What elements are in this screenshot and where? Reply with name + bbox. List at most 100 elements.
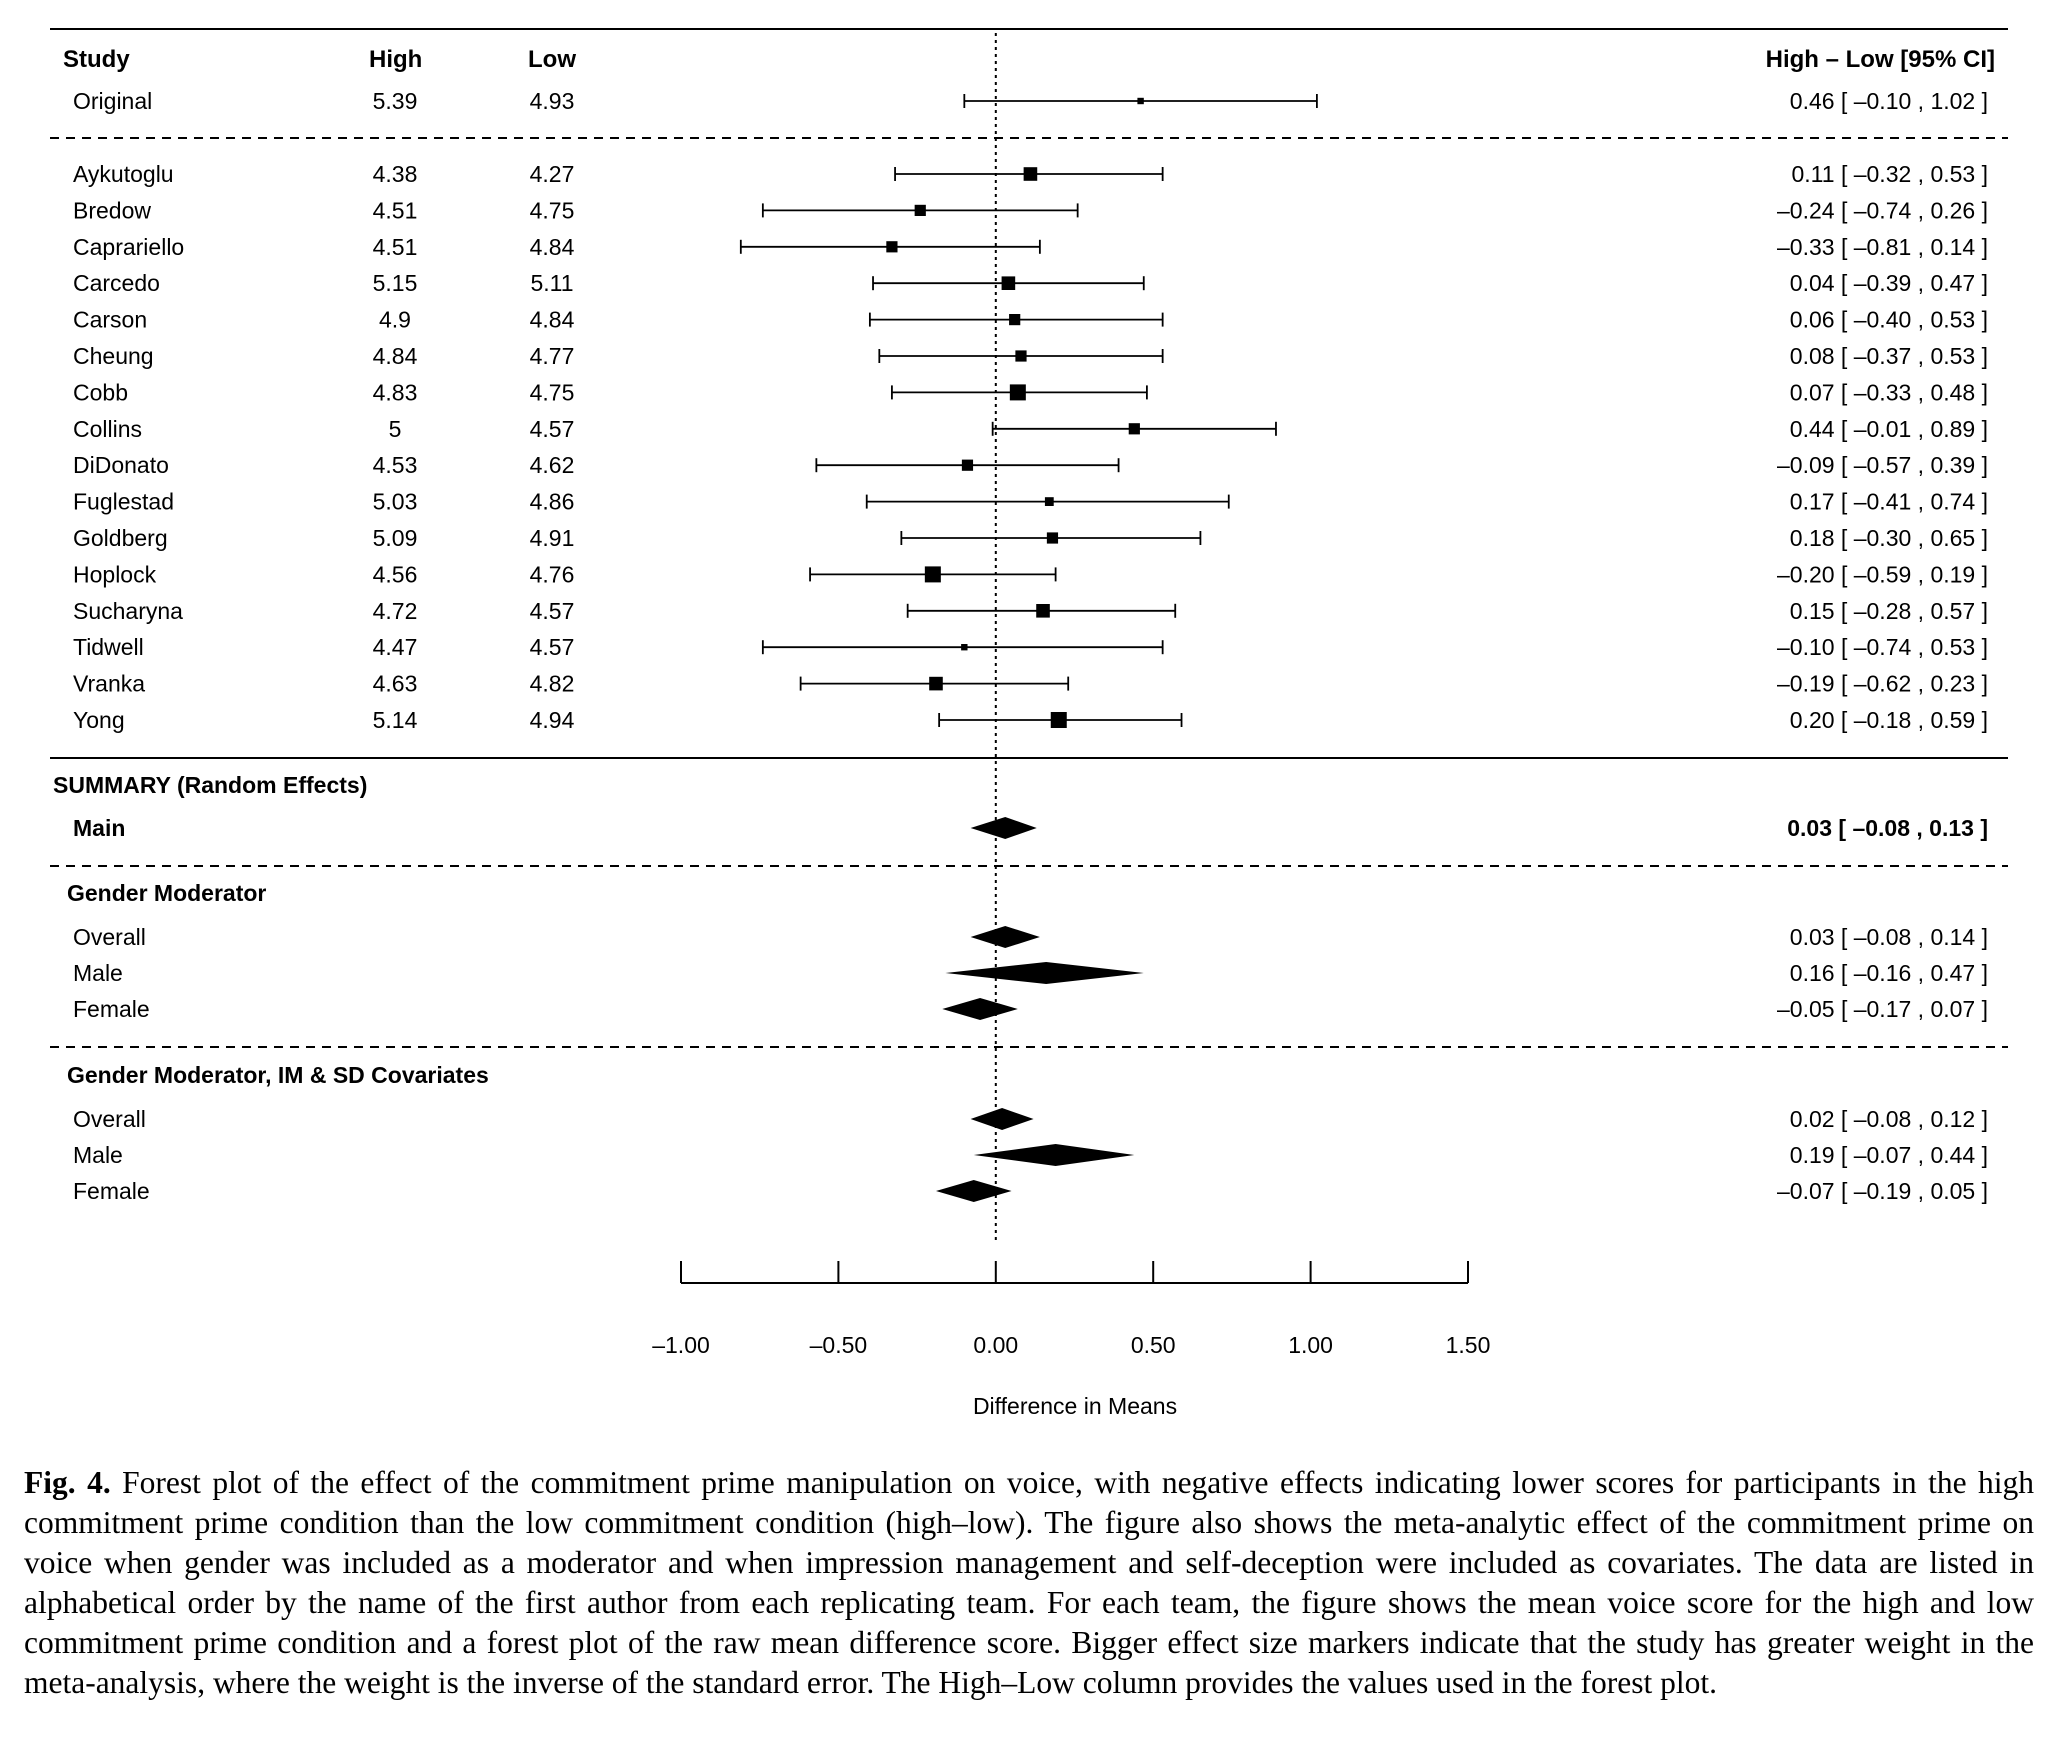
summary-estimate-label: 0.03 [ –0.08 , 0.13 ] [1787,815,1988,841]
group-heading-summary: SUMMARY (Random Effects) [53,772,367,798]
study-low-mean: 4.82 [530,671,575,697]
study-estimate-label: –0.33 [ –0.81 , 0.14 ] [1777,234,1988,260]
study-high-mean: 4.72 [373,598,418,624]
study-high-mean: 4.38 [373,161,418,187]
study-low-mean: 4.57 [530,416,575,442]
x-tick-label: 0.00 [973,1332,1018,1358]
study-name: Yong [73,707,125,733]
study-low-mean: 4.75 [530,379,575,405]
study-high-mean: 4.56 [373,561,418,587]
study-estimate-label: 0.11 [ –0.32 , 0.53 ] [1792,161,1989,187]
point-estimate-marker [1015,350,1027,362]
study-name: Carson [73,307,147,333]
x-axis: –1.00 –0.50 0.00 0.50 1.00 1.50 [652,1261,1490,1358]
study-high-mean: 5 [389,416,402,442]
caption-label: Fig. 4. [24,1465,111,1500]
study-estimate-label: 0.20 [ –0.18 , 0.59 ] [1790,707,1988,733]
summary-diamond [973,1144,1135,1166]
study-name: Aykutoglu [73,161,174,187]
study-low-mean: 4.84 [530,307,575,333]
study-low-mean: 4.84 [530,234,575,260]
group-heading-gender: Gender Moderator [67,880,266,906]
study-high-mean: 4.83 [373,379,418,405]
study-estimate-label: –0.09 [ –0.57 , 0.39 ] [1777,452,1988,478]
point-estimate-marker [929,676,943,691]
group-heading-covariates: Gender Moderator, IM & SD Covariates [67,1062,489,1088]
header-low: Low [528,46,576,73]
point-estimate-marker [1044,497,1054,506]
summary-row-name: Female [73,1178,150,1204]
study-low-mean: 4.62 [530,452,575,478]
x-tick-label: 0.50 [1131,1332,1176,1358]
study-name: Tidwell [73,634,144,660]
study-high-mean: 4.9 [379,307,411,333]
summary-row-name: Male [73,1142,123,1168]
summary-diamond [970,926,1040,948]
study-low-mean: 4.94 [530,707,575,733]
point-estimate-marker [961,644,968,651]
x-tick-label: 1.00 [1288,1332,1333,1358]
study-name: DiDonato [73,452,169,478]
study-name: Bredow [73,197,151,223]
study-name: Cheung [73,343,154,369]
summary-diamond [970,817,1037,839]
x-tick-label: 1.50 [1446,1332,1491,1358]
study-low-mean: 4.57 [530,598,575,624]
study-low-mean: 4.77 [530,343,575,369]
summary-row-name: Male [73,960,123,986]
study-high-mean: 5.03 [373,489,418,515]
study-name: Fuglestad [73,489,174,515]
summary-diamond [935,1180,1012,1202]
summary-row-name: Overall [73,924,146,950]
study-low-mean: 4.57 [530,634,575,660]
study-name: Vranka [73,671,145,697]
point-estimate-marker [1050,712,1067,728]
study-high-mean: 5.15 [373,270,418,296]
x-axis-label: Difference in Means [973,1393,1177,1419]
study-low-mean: 4.93 [530,88,575,114]
summary-estimate-label: 0.16 [ –0.16 , 0.47 ] [1790,960,1988,986]
study-name: Goldberg [73,525,168,551]
header-estimate: High – Low [95% CI] [1766,46,1995,73]
point-estimate-marker [1009,384,1026,401]
study-low-mean: 4.91 [530,525,575,551]
point-estimate-marker [1023,167,1038,181]
forest-plot: Study High Low High – Low [95% CI] SUMMA… [50,28,2008,1419]
study-high-mean: 4.53 [373,452,418,478]
study-estimate-label: 0.44 [ –0.01 , 0.89 ] [1790,416,1988,442]
summary-diamond [945,962,1144,984]
summary-estimate-label: –0.05 [ –0.17 , 0.07 ] [1777,996,1988,1022]
study-estimate-label: 0.18 [ –0.30 , 0.65 ] [1790,525,1988,551]
study-estimate-label: –0.10 [ –0.74 , 0.53 ] [1777,634,1988,660]
study-estimate-label: –0.19 [ –0.62 , 0.23 ] [1777,671,1988,697]
point-estimate-marker [961,459,974,471]
point-estimate-marker [1009,314,1021,326]
study-low-mean: 4.76 [530,561,575,587]
study-name: Hoplock [73,561,157,587]
x-tick-label: –1.00 [652,1332,710,1358]
study-estimate-label: –0.24 [ –0.74 , 0.26 ] [1777,197,1988,223]
summary-estimate-label: 0.02 [ –0.08 , 0.12 ] [1790,1106,1988,1132]
study-high-mean: 5.14 [373,707,418,733]
point-estimate-marker [1001,276,1016,290]
point-estimate-marker [1046,532,1059,544]
header-high: High [369,46,422,73]
study-low-mean: 4.75 [530,197,575,223]
x-tick-label: –0.50 [810,1332,868,1358]
study-name: Collins [73,416,142,442]
study-estimate-label: –0.20 [ –0.59 , 0.19 ] [1777,561,1988,587]
study-estimate-label: 0.04 [ –0.39 , 0.47 ] [1790,270,1988,296]
study-high-mean: 4.51 [373,197,418,223]
study-low-mean: 5.11 [530,270,573,296]
summary-estimate-label: –0.07 [ –0.19 , 0.05 ] [1777,1178,1988,1204]
summary-estimate-label: 0.03 [ –0.08 , 0.14 ] [1790,924,1988,950]
point-estimate-marker [1128,423,1140,435]
study-estimate-label: 0.17 [ –0.41 , 0.74 ] [1790,489,1988,515]
summary-diamond [942,998,1018,1020]
study-low-mean: 4.86 [530,489,575,515]
summary-row-name: Overall [73,1106,146,1132]
study-high-mean: 4.51 [373,234,418,260]
study-estimate-label: 0.07 [ –0.33 , 0.48 ] [1790,379,1988,405]
study-high-mean: 4.84 [373,343,418,369]
study-name: Carcedo [73,270,160,296]
